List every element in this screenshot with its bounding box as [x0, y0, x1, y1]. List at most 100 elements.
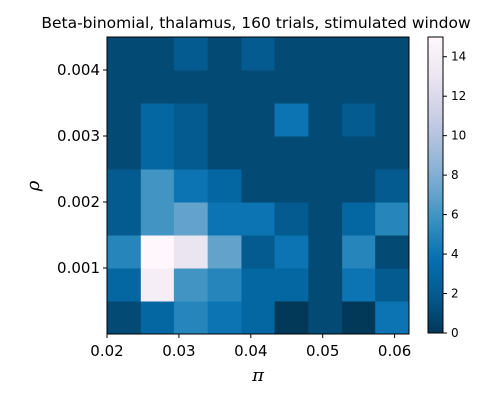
heatmap-cell [173, 301, 209, 335]
heatmap-cell [241, 136, 276, 170]
heatmap-cell [308, 169, 343, 203]
colorbar-tick-label: 2 [451, 287, 459, 301]
heatmap-cell [207, 202, 242, 236]
heatmap-cell [207, 169, 242, 203]
heatmap-cell [342, 169, 376, 203]
heatmap-cell [241, 37, 276, 71]
heatmap-cell [241, 169, 276, 203]
heatmap-cell [241, 268, 276, 302]
heatmap-cell [207, 70, 242, 104]
x-tick-label: 0.04 [234, 342, 267, 360]
heatmap-cell [207, 301, 242, 335]
x-tick-label: 0.05 [306, 342, 339, 360]
heatmap-cell [274, 70, 309, 104]
heatmap-cell [274, 103, 309, 137]
heatmap-cell [308, 103, 343, 137]
heatmap-cell [173, 202, 209, 236]
heatmap-cell [207, 103, 242, 137]
heatmap-cell [375, 235, 410, 269]
heatmap-cell [140, 301, 175, 335]
x-axis-label: π [251, 365, 265, 386]
heatmap-cell [342, 136, 376, 170]
heatmap-cell [207, 268, 242, 302]
heatmap-cell [173, 235, 209, 269]
heatmap-cell [140, 169, 175, 203]
heatmap-cell [173, 103, 209, 137]
heatmap-cell [375, 103, 410, 137]
heatmap-cell [241, 70, 276, 104]
x-tick-label: 0.06 [378, 342, 411, 360]
colorbar-tick-label: 12 [451, 89, 466, 103]
heatmap-cell [308, 136, 343, 170]
heatmap-cell [107, 70, 142, 104]
heatmap-cell [375, 169, 410, 203]
heatmap-cell [140, 70, 175, 104]
heatmap-cell [308, 37, 343, 71]
chart-title: Beta-binomial, thalamus, 160 trials, sti… [41, 14, 471, 32]
colorbar-ticks: 0 2 4 6 8 10 12 14 [443, 50, 466, 340]
heatmap-cell [274, 169, 309, 203]
heatmap-cell [308, 70, 343, 104]
heatmap-cell [274, 37, 309, 71]
colorbar [427, 36, 444, 334]
heatmap-cell [107, 37, 142, 71]
heatmap-cell [375, 136, 410, 170]
heatmap-cell [207, 37, 242, 71]
heatmap-cell [107, 136, 142, 170]
heatmap-cell [342, 235, 376, 269]
plot-frame [106, 36, 410, 335]
y-tick-label: 0.003 [57, 127, 100, 145]
heatmap-cell [173, 169, 209, 203]
colorbar-tick-label: 4 [451, 247, 459, 261]
heatmap-cell [274, 301, 309, 335]
y-tick-label: 0.001 [57, 259, 100, 277]
heatmap-cell [173, 70, 209, 104]
heatmap-cell [140, 136, 175, 170]
colorbar-tick-label: 14 [451, 50, 466, 64]
heatmap-cell [375, 301, 410, 335]
heatmap-cell [274, 202, 309, 236]
heatmap-cells [107, 37, 410, 335]
y-tick-label: 0.004 [57, 61, 100, 79]
x-tick-label: 0.03 [162, 342, 195, 360]
heatmap-cell [241, 301, 276, 335]
heatmap-cell [308, 301, 343, 335]
heatmap-cell [375, 268, 410, 302]
colorbar-tick-label: 0 [451, 326, 459, 340]
heatmap-cell [107, 268, 142, 302]
heatmap-cell [342, 37, 376, 71]
heatmap-cell [241, 202, 276, 236]
heatmap-cell [375, 37, 410, 71]
heatmap-cell [140, 202, 175, 236]
heatmap-cell [342, 70, 376, 104]
heatmap-cell [342, 202, 376, 236]
heatmap-cell [308, 268, 343, 302]
heatmap-cell [107, 235, 142, 269]
heatmap-cell [173, 268, 209, 302]
colorbar-tick-label: 10 [451, 129, 466, 143]
y-tick-label: 0.002 [57, 193, 100, 211]
heatmap-cell [274, 136, 309, 170]
heatmap-cell [140, 268, 175, 302]
colorbar-tick-label: 6 [451, 208, 459, 222]
x-axis: 0.02 0.03 0.04 0.05 0.06 [90, 334, 411, 360]
x-tick-label: 0.02 [90, 342, 123, 360]
heatmap-cell [107, 103, 142, 137]
heatmap-cell [274, 235, 309, 269]
heatmap-cell [375, 70, 410, 104]
heatmap-cell [308, 235, 343, 269]
heatmap-cell [207, 136, 242, 170]
heatmap-cell [107, 202, 142, 236]
heatmap-cell [207, 235, 242, 269]
heatmap-cell [173, 37, 209, 71]
heatmap-cell [140, 103, 175, 137]
heatmap-cell [274, 268, 309, 302]
heatmap-cell [342, 268, 376, 302]
colorbar-tick-label: 8 [451, 168, 459, 182]
y-axis: 0.001 0.002 0.003 0.004 [57, 61, 107, 277]
heatmap-cell [308, 202, 343, 236]
heatmap-cell [241, 103, 276, 137]
heatmap-cell [140, 37, 175, 71]
heatmap-cell [173, 136, 209, 170]
